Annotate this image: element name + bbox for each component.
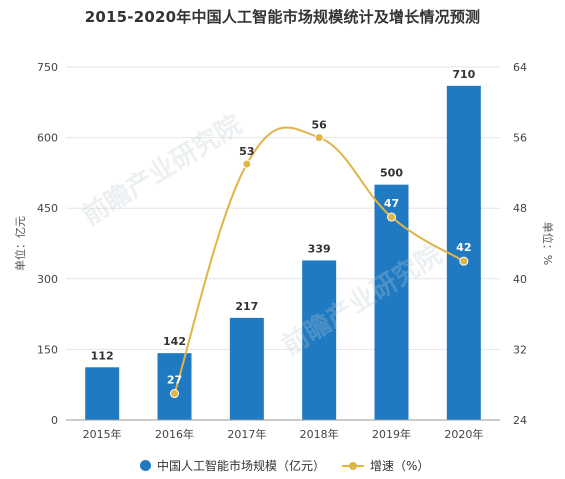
bar: [374, 184, 409, 420]
y-tick-label: 150: [37, 343, 58, 356]
y2-tick-label: 48: [513, 202, 527, 215]
legend-line-swatch: [342, 460, 364, 471]
y2-tick-label: 24: [513, 414, 527, 427]
x-tick-label: 2016年: [155, 427, 194, 441]
legend-bar-label: 中国人工智能市场规模（亿元）: [157, 459, 326, 473]
growth-line: [173, 126, 465, 394]
y2-tick-label: 64: [513, 61, 527, 74]
gridlines: [66, 66, 500, 350]
legend: 中国人工智能市场规模（亿元） 增速（%）: [0, 457, 565, 475]
bar-value-label: 217: [235, 300, 258, 313]
y2-tick-label: 56: [513, 132, 527, 145]
y-tick-label: 300: [37, 273, 58, 286]
legend-item-bar: 中国人工智能市场规模（亿元）: [140, 457, 325, 474]
growth-point: [170, 389, 179, 399]
growth-point: [242, 159, 252, 169]
bar-value-label: 142: [163, 335, 186, 348]
y2-tick-label: 32: [513, 343, 527, 356]
x-tick-label: 2018年: [300, 427, 339, 441]
x-tick-label: 2020年: [444, 427, 483, 441]
bar-value-label: 112: [91, 349, 114, 362]
data-labels: 112 142 217 339 500 710 27 53 56 47 42: [91, 68, 476, 387]
bar-value-label: 500: [380, 167, 403, 180]
bar-value-label: 339: [308, 242, 331, 255]
x-tick-label: 2017年: [227, 427, 266, 441]
growth-value-label: 53: [239, 145, 254, 158]
bar: [85, 367, 120, 420]
bar-series: [85, 85, 481, 421]
bar: [157, 353, 192, 420]
chart-title: 2015-2020年中国人工智能市场规模统计及增长情况预测: [84, 8, 481, 26]
growth-value-label: 27: [167, 374, 182, 387]
line-series: [170, 126, 469, 399]
y-tick-label: 450: [37, 202, 58, 215]
bar-value-label: 710: [452, 68, 475, 81]
y-tick-label: 750: [37, 61, 58, 74]
bar: [302, 260, 337, 420]
growth-value-label: 47: [384, 197, 399, 210]
y2-axis-title: 单位：%: [541, 222, 555, 265]
axes: 0 150 300 450 600 750 24 32 40 48 56 64 单位：亿元 单位：% 201…: [13, 61, 555, 441]
growth-point: [387, 212, 396, 222]
bar: [229, 317, 264, 420]
growth-value-label: 56: [312, 119, 328, 132]
x-tick-label: 2015年: [83, 427, 122, 441]
growth-value-label: 42: [456, 241, 471, 254]
y-tick-label: 600: [37, 132, 58, 145]
growth-point: [314, 133, 324, 143]
bar: [446, 85, 481, 421]
legend-bar-swatch: [140, 460, 151, 471]
y-axis-title: 单位：亿元: [13, 216, 27, 271]
legend-item-line: 增速（%）: [342, 457, 429, 474]
y-tick-label: 0: [51, 414, 58, 427]
growth-point: [459, 256, 469, 266]
legend-line-label: 增速（%）: [370, 459, 430, 473]
x-tick-label: 2019年: [372, 427, 411, 441]
y2-tick-label: 40: [513, 273, 527, 286]
